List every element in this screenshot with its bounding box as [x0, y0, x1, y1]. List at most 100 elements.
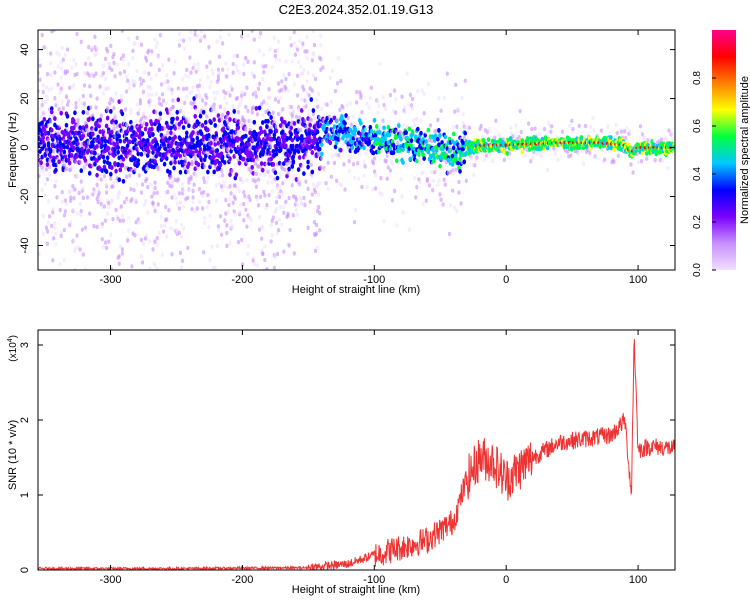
heatmap-cell — [43, 117, 47, 122]
heatmap-cell — [292, 213, 295, 217]
heatmap-cell — [214, 2, 217, 6]
heatmap-cell — [163, 162, 167, 167]
heatmap-cell — [159, 33, 162, 37]
heatmap-cell — [63, 213, 66, 217]
heatmap-cell — [244, 128, 247, 132]
heatmap-cell — [183, 101, 186, 105]
heatmap-cell — [82, 186, 85, 190]
heatmap-cell — [538, 132, 541, 136]
heatmap-cell — [223, 160, 227, 165]
heatmap-cell — [188, 0, 191, 4]
heatmap-cell — [74, 62, 77, 66]
heatmap-cell — [80, 40, 83, 44]
heatmap-cell — [43, 193, 46, 197]
heatmap-cell — [88, 211, 91, 215]
y-tick-label: 20 — [19, 92, 31, 104]
heatmap-cell — [48, 214, 51, 218]
heatmap-cell — [158, 97, 161, 101]
heatmap-cell — [293, 251, 296, 255]
heatmap-cell — [54, 168, 58, 173]
heatmap-cell — [169, 130, 173, 135]
heatmap-cell — [257, 203, 260, 207]
heatmap-cell — [297, 108, 300, 112]
heatmap-cell — [221, 155, 225, 160]
heatmap-cell — [319, 34, 322, 38]
heatmap-cell — [238, 210, 241, 214]
heatmap-cell — [299, 128, 302, 132]
heatmap-cell — [369, 96, 372, 100]
heatmap-cell — [244, 105, 247, 109]
heatmap-cell — [395, 158, 399, 163]
heatmap-cell — [130, 197, 133, 201]
heatmap-cell — [191, 189, 194, 193]
heatmap-cell — [208, 60, 211, 64]
heatmap-cell — [371, 187, 374, 191]
heatmap-cell — [363, 164, 366, 168]
heatmap-cell — [122, 57, 125, 61]
heatmap-cell — [311, 170, 315, 175]
heatmap-cell — [592, 128, 595, 132]
heatmap-cell — [107, 205, 110, 209]
heatmap-cell — [53, 226, 56, 230]
heatmap-cell — [329, 76, 332, 80]
heatmap-cell — [284, 59, 287, 63]
heatmap-cell — [182, 226, 185, 230]
heatmap-cell — [452, 171, 455, 175]
heatmap-cell — [131, 49, 134, 53]
heatmap-cell — [55, 195, 58, 199]
heatmap-cell — [214, 265, 217, 269]
heatmap-cell — [104, 139, 108, 144]
heatmap-cell — [63, 145, 67, 150]
heatmap-cell — [85, 20, 88, 24]
heatmap-cell — [265, 203, 268, 207]
heatmap-cell — [80, 179, 83, 183]
heatmap-cell — [154, 37, 157, 41]
heatmap-cell — [427, 128, 431, 133]
heatmap-cell — [45, 167, 48, 171]
heatmap-cell — [114, 120, 118, 125]
heatmap-cell — [78, 191, 81, 195]
heatmap-cell — [349, 101, 352, 105]
heatmap-cell — [321, 139, 324, 143]
heatmap-cell — [186, 169, 189, 173]
heatmap-cell — [103, 159, 107, 164]
heatmap-cell — [231, 226, 234, 230]
heatmap-cell — [631, 170, 634, 174]
heatmap-cell — [206, 175, 209, 179]
heatmap-cell — [263, 193, 266, 197]
heatmap-cell — [382, 125, 386, 130]
heatmap-cell — [181, 77, 184, 81]
heatmap-cell — [250, 118, 253, 122]
heatmap-cell — [59, 11, 62, 15]
heatmap-cell — [494, 119, 497, 123]
heatmap-cell — [237, 240, 240, 244]
heatmap-cell — [335, 179, 338, 183]
heatmap-cell — [160, 102, 163, 106]
heatmap-cell — [270, 223, 273, 227]
heatmap-cell — [291, 59, 294, 63]
heatmap-cell — [600, 129, 603, 133]
heatmap-cell — [228, 172, 232, 177]
heatmap-cell — [41, 188, 44, 192]
heatmap-cell — [127, 37, 130, 41]
heatmap-cell — [294, 53, 297, 57]
heatmap-cell — [289, 228, 292, 232]
heatmap-cell — [247, 142, 251, 147]
heatmap-cell — [297, 167, 301, 172]
heatmap-cell — [438, 164, 442, 169]
heatmap-cell — [298, 115, 301, 119]
heatmap-cell — [64, 209, 67, 213]
heatmap-cell — [279, 205, 282, 209]
heatmap-cell — [554, 148, 557, 152]
heatmap-cell — [245, 224, 248, 228]
heatmap-cell — [84, 226, 87, 230]
heatmap-cell — [337, 56, 340, 60]
heatmap-cell — [161, 253, 164, 257]
heatmap-cell — [218, 70, 221, 74]
heatmap-cell — [255, 106, 259, 111]
heatmap-cell — [59, 123, 62, 127]
heatmap-cell — [111, 98, 114, 102]
heatmap-cell — [180, 223, 183, 227]
heatmap-cell — [150, 127, 154, 132]
heatmap-cell — [80, 209, 83, 213]
